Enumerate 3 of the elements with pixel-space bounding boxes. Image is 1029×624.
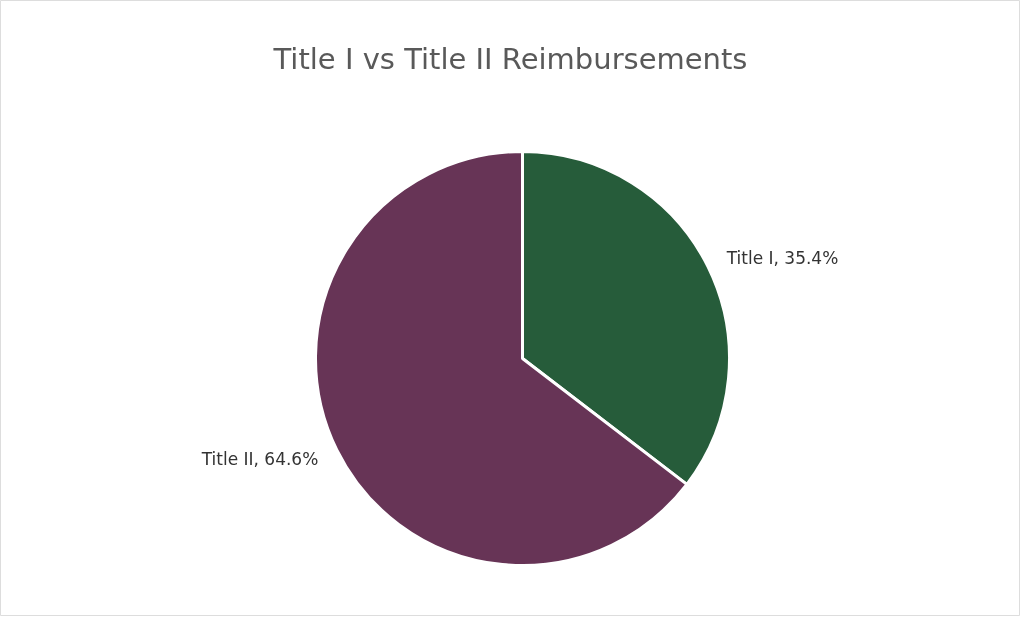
chart-title: Title I vs Title II Reimbursements: [272, 41, 748, 76]
slice-label: Title I, 35.4%: [725, 247, 839, 268]
slice-label: Title II, 64.6%: [200, 449, 319, 470]
